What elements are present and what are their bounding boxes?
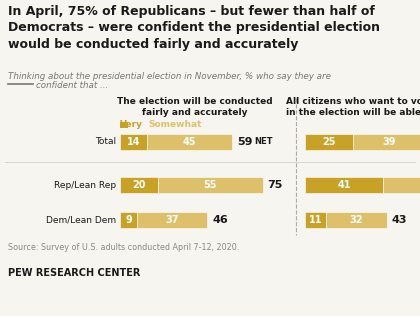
Bar	[158, 177, 262, 193]
Bar	[305, 177, 383, 193]
Text: 14: 14	[126, 137, 140, 147]
Text: NET: NET	[254, 137, 273, 147]
Text: Source: Survey of U.S. adults conducted April 7-12, 2020.: Source: Survey of U.S. adults conducted …	[8, 243, 239, 252]
Text: confident that ...: confident that ...	[36, 81, 108, 90]
Text: PEW RESEARCH CENTER: PEW RESEARCH CENTER	[8, 268, 140, 278]
Bar	[137, 212, 207, 228]
Text: 39: 39	[383, 137, 396, 147]
Bar	[120, 134, 147, 150]
Bar	[120, 212, 137, 228]
Text: 43: 43	[392, 215, 407, 225]
Bar	[120, 122, 128, 128]
Text: Total: Total	[95, 137, 116, 147]
Bar	[120, 177, 158, 193]
Text: 75: 75	[268, 180, 283, 190]
Text: In April, 75% of Republicans – but fewer than half of
Democrats – were confident: In April, 75% of Republicans – but fewer…	[8, 5, 380, 51]
Text: 45: 45	[183, 137, 196, 147]
Text: 46: 46	[213, 215, 228, 225]
Text: 11: 11	[309, 215, 322, 225]
Bar	[305, 212, 326, 228]
Text: The election will be conducted
fairly and accurately: The election will be conducted fairly an…	[117, 97, 273, 117]
Text: 9: 9	[125, 215, 132, 225]
Text: 37: 37	[165, 215, 179, 225]
Bar	[326, 212, 387, 228]
Text: Rep/Lean Rep: Rep/Lean Rep	[54, 180, 116, 190]
Bar	[383, 177, 420, 193]
Text: 55: 55	[204, 180, 217, 190]
Text: Thinking about the presidential election in November, % who say they are: Thinking about the presidential election…	[8, 72, 331, 81]
Text: Very: Very	[120, 120, 143, 129]
Text: Somewhat: Somewhat	[148, 120, 202, 129]
Text: 20: 20	[132, 180, 146, 190]
Text: 25: 25	[322, 137, 336, 147]
Text: 32: 32	[349, 215, 363, 225]
Bar	[147, 134, 232, 150]
Text: 41: 41	[337, 180, 351, 190]
Text: All citizens who want to vote
in the election will be able to: All citizens who want to vote in the ele…	[286, 97, 420, 117]
Bar	[352, 134, 420, 150]
Text: 59: 59	[237, 137, 252, 147]
Text: Dem/Lean Dem: Dem/Lean Dem	[46, 216, 116, 224]
Bar	[305, 134, 352, 150]
